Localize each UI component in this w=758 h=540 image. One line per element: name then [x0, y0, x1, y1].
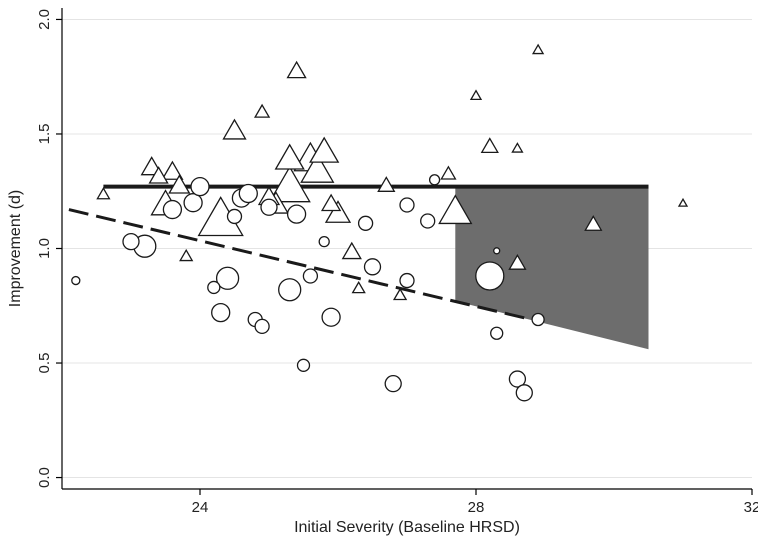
circle-marker	[288, 205, 306, 223]
triangle-marker	[482, 139, 498, 153]
triangle-marker	[288, 62, 306, 78]
circle-marker	[400, 198, 414, 212]
x-tick-label: 32	[744, 499, 758, 516]
x-axis-title: Initial Severity (Baseline HRSD)	[294, 519, 520, 536]
circle-marker	[228, 209, 242, 223]
triangle-marker	[679, 199, 687, 206]
circle-marker	[303, 269, 317, 283]
circle-marker	[319, 237, 329, 247]
triangle-marker	[378, 177, 394, 191]
circle-marker	[494, 248, 500, 254]
triangle-marker	[353, 282, 365, 292]
circle-marker	[212, 304, 230, 322]
circle-marker	[430, 175, 440, 185]
y-tick-label: 1.5	[36, 124, 53, 145]
x-tick-label: 24	[192, 499, 209, 516]
circle-marker	[208, 281, 220, 293]
circle-marker	[123, 234, 139, 250]
circle-marker	[261, 199, 277, 215]
circle-marker	[191, 178, 209, 196]
circle-marker	[516, 385, 532, 401]
triangle-marker	[533, 45, 543, 54]
circle-marker	[279, 279, 301, 301]
triangle-marker	[180, 250, 192, 260]
triangle-marker	[255, 105, 269, 117]
circle-marker	[163, 201, 181, 219]
circle-marker	[72, 277, 80, 285]
y-tick-label: 0.5	[36, 353, 53, 374]
circle-marker	[255, 319, 269, 333]
triangle-marker	[224, 120, 246, 139]
circle-marker	[421, 214, 435, 228]
circle-marker	[476, 262, 504, 290]
y-tick-label: 1.0	[36, 238, 53, 259]
circle-marker	[322, 308, 340, 326]
triangle-marker	[441, 167, 455, 179]
triangle-marker	[512, 143, 522, 152]
circle-marker	[298, 359, 310, 371]
triangle-marker	[343, 243, 361, 259]
y-tick-label: 2.0	[36, 9, 53, 30]
triangle-marker	[276, 145, 304, 169]
circle-marker	[532, 314, 544, 326]
circle-marker	[385, 376, 401, 392]
circle-marker	[184, 194, 202, 212]
y-axis-title: Improvement (d)	[7, 190, 24, 307]
circle-marker	[491, 327, 503, 339]
circle-marker	[400, 274, 414, 288]
circle-marker	[359, 216, 373, 230]
triangle-marker	[471, 91, 481, 100]
circle-marker	[239, 185, 257, 203]
circle-marker	[365, 259, 381, 275]
y-tick-label: 0.0	[36, 467, 53, 488]
triangle-marker	[97, 188, 109, 198]
data-markers	[72, 45, 687, 401]
axes: 0.0 0.5 1.0 1.5 2.0 24 28 32	[36, 8, 758, 516]
x-tick-label: 28	[468, 499, 485, 516]
